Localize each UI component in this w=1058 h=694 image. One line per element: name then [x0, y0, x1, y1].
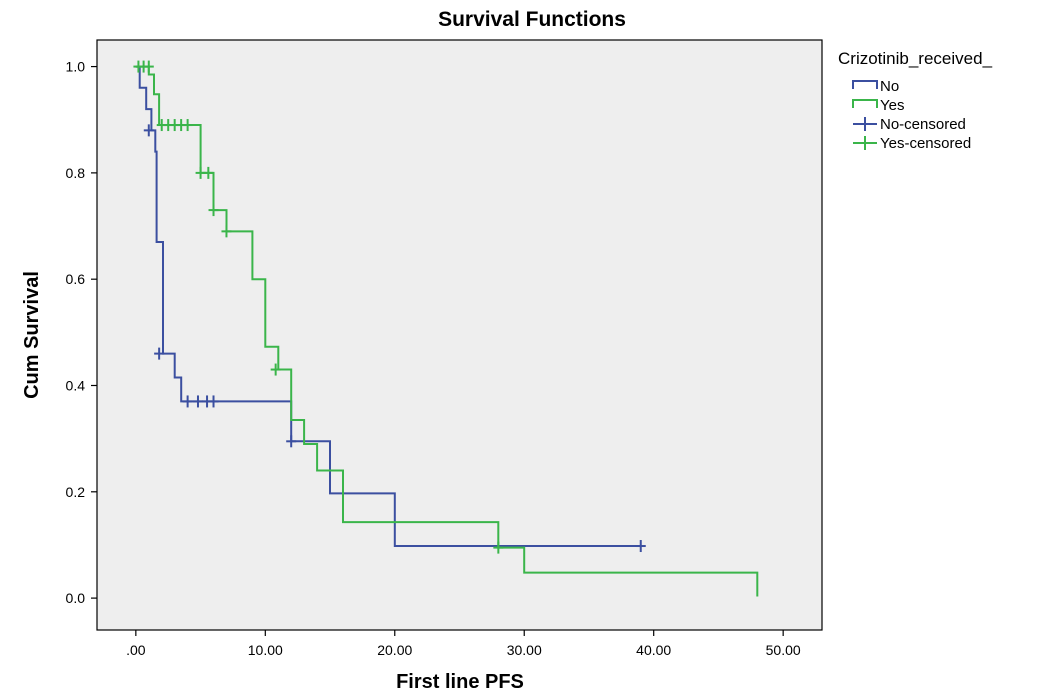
x-tick-label: 20.00	[377, 642, 412, 658]
legend-item: Yes	[852, 97, 904, 114]
y-tick-label: 0.4	[66, 377, 86, 393]
legend-item: No-censored	[853, 116, 966, 133]
x-tick-label: 40.00	[636, 642, 671, 658]
legend-line-swatch	[852, 80, 878, 89]
y-tick-label: 0.8	[66, 165, 86, 181]
y-tick-label: 1.0	[66, 59, 86, 75]
y-tick-label: 0.0	[66, 590, 86, 606]
legend-title: Crizotinib_received_	[838, 49, 993, 68]
plot-area	[96, 39, 823, 631]
series-no	[135, 65, 646, 553]
y-axis: 0.0 0.2 0.4 0.6 0.8 1.0	[66, 59, 97, 606]
legend-item: No	[852, 78, 899, 95]
legend: Crizotinib_received_ No Yes No-censored Yes…	[838, 49, 993, 152]
y-axis-title: Cum Survival	[21, 271, 43, 399]
legend-items: No Yes No-censored Yes-censored	[852, 78, 971, 152]
legend-label: Yes-censored	[880, 135, 971, 152]
y-tick-label: 0.6	[66, 271, 86, 287]
x-tick-label: .00	[126, 642, 146, 658]
survival-step-line	[135, 65, 759, 597]
legend-label: Yes	[880, 97, 904, 114]
y-tick-label: 0.2	[66, 484, 86, 500]
x-axis-title: First line PFS	[396, 671, 524, 693]
series-layer	[133, 60, 759, 597]
legend-line-swatch	[852, 99, 878, 108]
x-tick-label: 30.00	[507, 642, 542, 658]
series-yes	[133, 60, 759, 597]
legend-item: Yes-censored	[853, 135, 971, 152]
x-tick-label: 50.00	[766, 642, 801, 658]
legend-label: No-censored	[880, 116, 966, 133]
x-axis: .00 10.00 20.00 30.00 40.00 50.00	[126, 630, 801, 658]
legend-label: No	[880, 78, 899, 95]
survival-step-line	[135, 65, 641, 547]
chart-title: Survival Functions	[438, 8, 626, 31]
x-tick-label: 10.00	[248, 642, 283, 658]
